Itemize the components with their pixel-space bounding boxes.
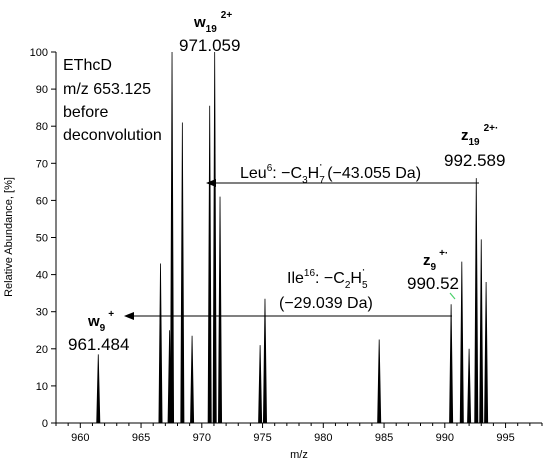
peak (479, 239, 484, 424)
y-tick-label: 100 (30, 47, 48, 59)
ile-loss-annotation: Ile16: −C2H5 · (−29.039 Da) (124, 262, 452, 320)
z9-sup: +· (439, 248, 448, 259)
leu-loss: : −C (272, 165, 302, 182)
w9-mz: 961.484 (68, 335, 129, 354)
note-line-1: EThcD (63, 57, 112, 74)
note-line-4: deconvolution (63, 127, 162, 144)
x-tick-label: 975 (253, 432, 271, 444)
w9-ion: w (87, 313, 100, 330)
peak (190, 335, 195, 424)
peak (262, 298, 267, 424)
w19-ion: w (193, 14, 206, 31)
note-line-2: m/z 653.125 (63, 81, 151, 98)
x-tick-label: 965 (132, 432, 150, 444)
peak (158, 263, 163, 424)
svg-text:w9+: w9+ (87, 309, 114, 334)
svg-text:Leu6: −C3H7· (−43.055 Da): Leu6: −C3H7 · (−43.055 Da) (240, 157, 421, 186)
leu-position: 6 (267, 163, 273, 174)
svg-text:z192+·: z192+· (461, 123, 498, 148)
y-tick-label: 90 (36, 84, 48, 96)
ile-h: H (350, 270, 362, 287)
y-tick-label: 80 (36, 121, 48, 133)
peak (258, 345, 263, 424)
y-tick-label: 20 (36, 344, 48, 356)
z9-sub: 9 (431, 262, 437, 273)
label-w19: w192+ 971.059 (179, 10, 240, 55)
leu-radical-dot: · (319, 157, 323, 171)
ile-residue: Ile (287, 270, 304, 287)
x-ticks: 960 965 970 975 980 985 990 995 (55, 423, 543, 444)
peak (212, 51, 217, 424)
ile-delta: (−29.039 Da) (279, 295, 373, 312)
z9-ion: z (423, 252, 431, 269)
peak (96, 354, 101, 424)
ile-loss: : −C (315, 270, 345, 287)
peak (180, 122, 185, 424)
w19-sub: 19 (206, 24, 218, 35)
peak (484, 282, 489, 424)
leu-loss-annotation: Leu6: −C3H7 · (−43.055 Da) (206, 157, 479, 187)
x-tick-label: 985 (375, 432, 393, 444)
z9-mz: 990.52 (407, 274, 459, 293)
peak (474, 178, 479, 424)
label-z19: z192+· 992.589 (444, 123, 505, 170)
y-tick-label: 0 (42, 418, 48, 430)
w19-sup: 2+ (221, 10, 233, 21)
ile-h-count: 5 (362, 280, 368, 291)
y-tick-label: 70 (36, 158, 48, 170)
y-tick-label: 30 (36, 307, 48, 319)
peak (459, 261, 464, 424)
leu-delta: (−43.055 Da) (323, 165, 421, 182)
z19-mz: 992.589 (444, 151, 505, 170)
z19-ion: z (461, 127, 469, 144)
w9-sup: + (108, 309, 114, 320)
x-tick-label: 970 (193, 432, 211, 444)
x-tick-label: 995 (496, 432, 514, 444)
x-tick-label: 960 (71, 432, 89, 444)
svg-text:z9+·: z9+· (423, 248, 448, 273)
y-tick-label: 40 (36, 270, 48, 282)
y-tick-label: 10 (36, 381, 48, 393)
ile-c-count: 2 (345, 280, 351, 291)
x-tick-label: 990 (436, 432, 454, 444)
z19-sub: 19 (469, 137, 481, 148)
y-tick-label: 60 (36, 195, 48, 207)
svg-text:Ile16: −C2H5·: Ile16: −C2H5 · (287, 262, 368, 291)
w9-sub: 9 (100, 323, 106, 334)
peaks (96, 51, 489, 424)
leu-h-count: 7 (319, 175, 325, 186)
peak (218, 196, 223, 424)
leu-c-count: 3 (302, 175, 308, 186)
leu-h: H (308, 165, 320, 182)
peak (207, 105, 212, 424)
peak (170, 51, 175, 424)
peak (449, 304, 454, 424)
w19-mz: 971.059 (179, 36, 240, 55)
peak (467, 348, 472, 424)
svg-text:w192+: w192+ (193, 10, 232, 35)
sample-note: EThcD m/z 653.125 before deconvolution (63, 57, 162, 144)
y-ticks: 0 10 20 30 40 50 60 70 80 90 100 (30, 47, 56, 430)
x-tick-label: 980 (314, 432, 332, 444)
label-z9: z9+· 990.52 (407, 248, 459, 300)
label-w9: w9+ 961.484 (68, 309, 129, 354)
z9-marker-tick (449, 292, 456, 300)
note-line-3: before (63, 104, 108, 121)
x-axis-title: m/z (290, 449, 308, 461)
peak (377, 339, 382, 424)
z19-sup: 2+· (484, 123, 499, 134)
leu-residue: Leu (240, 165, 267, 182)
ile-radical-dot: · (362, 262, 366, 276)
y-tick-label: 50 (36, 233, 48, 245)
ile-position: 16 (304, 268, 316, 279)
y-axis-title: Relative Abundance, [%] (3, 177, 15, 297)
